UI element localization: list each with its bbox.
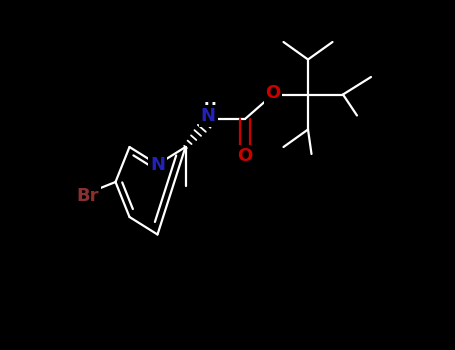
Text: N: N bbox=[150, 155, 165, 174]
Text: H: H bbox=[204, 102, 217, 117]
Text: Br: Br bbox=[76, 187, 99, 205]
Text: N: N bbox=[201, 107, 216, 125]
Text: O: O bbox=[265, 84, 281, 102]
Text: O: O bbox=[238, 147, 253, 165]
